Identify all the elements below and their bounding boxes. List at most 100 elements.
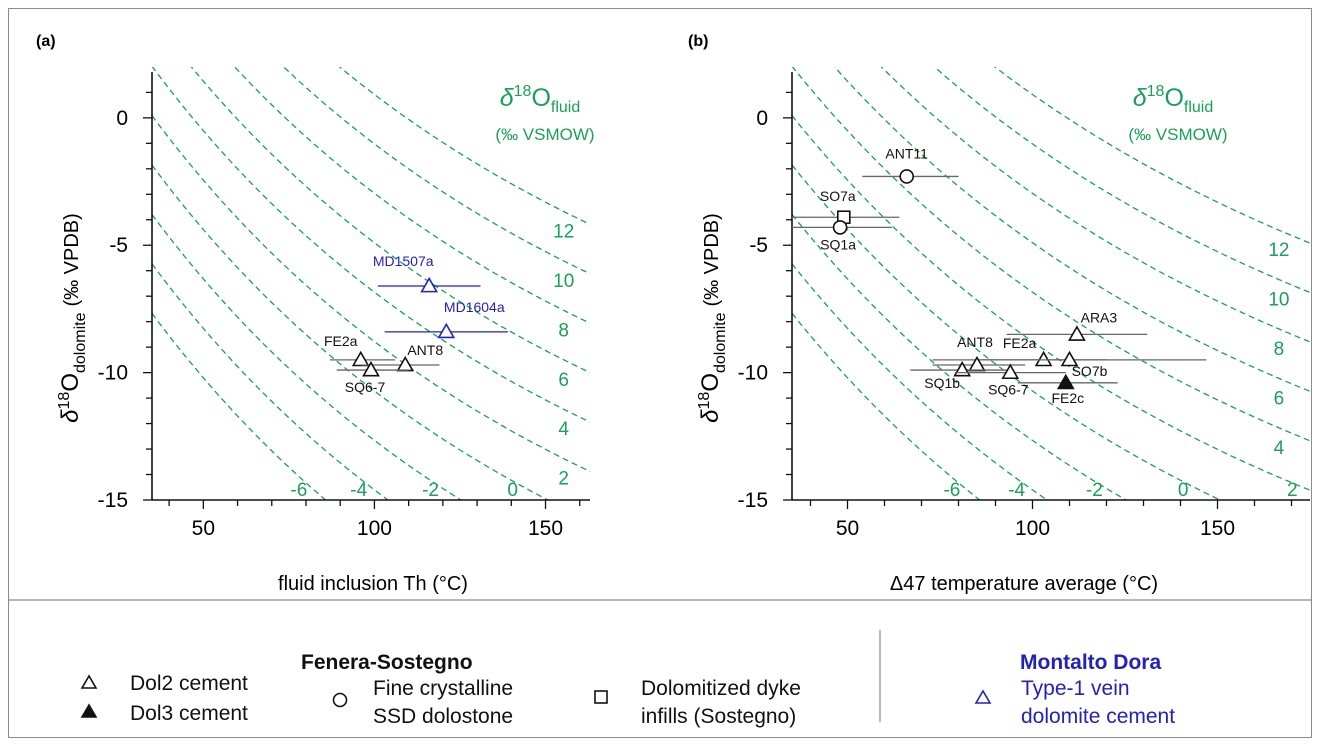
isoline	[833, 67, 1310, 392]
isoline-label: -6	[290, 480, 307, 501]
isoline	[792, 115, 1310, 491]
data-label: SQ1a	[820, 236, 856, 252]
isoline-label: 4	[1274, 438, 1285, 459]
panel-label: (a)	[36, 33, 56, 50]
x-axis-label: fluid inclusion Th (°C)	[278, 573, 468, 595]
isoline	[190, 67, 590, 374]
isoline-unit: (‰ VSMOW)	[1128, 125, 1227, 144]
y-tick-label: 0	[116, 107, 128, 130]
legend-open-triangle-icon	[80, 674, 98, 689]
panel-a: (a) -6 -4 -2 0 2 4 6 8 10 12 50 100 150 0 -5 -10 -15 FE…	[36, 33, 595, 595]
data-label: ANT8	[957, 334, 993, 350]
panel-label: (b)	[688, 33, 708, 50]
legend-blue-triangle-icon	[974, 689, 992, 704]
data-point	[1001, 363, 1020, 380]
isoline-title: δ18Ofluid	[1133, 83, 1214, 116]
isoline-label: 0	[507, 480, 518, 501]
x-tick-label: 150	[1200, 517, 1235, 540]
data-label: SO7a	[820, 188, 856, 204]
data-label: FE2a	[1003, 335, 1037, 351]
y-tick-label: -15	[98, 489, 128, 512]
y-tick-label: -10	[738, 362, 768, 385]
x-tick-label: 50	[192, 517, 215, 540]
x-axis-label: Δ47 temperature average (°C)	[890, 573, 1158, 595]
isoline	[933, 67, 1310, 294]
isoline-label: 12	[553, 222, 574, 243]
legend-label: Type-1 vein	[1021, 677, 1130, 700]
data-point	[832, 220, 848, 235]
isoline-label: 4	[558, 419, 569, 440]
data-point	[351, 350, 370, 367]
data-point	[396, 355, 415, 372]
data-point	[362, 360, 380, 377]
isoline-unit: (‰ VSMOW)	[495, 125, 594, 144]
isoline-label: 8	[558, 320, 569, 341]
isoline-label: 2	[1287, 480, 1298, 501]
data-marks: FE2a ANT8 SQ6-7 MD1507a MD1604a	[324, 253, 508, 395]
x-tick-label: 150	[528, 517, 563, 540]
x-tick-label: 50	[836, 517, 859, 540]
isoline	[792, 67, 1310, 442]
isoline-label: 0	[1178, 480, 1189, 501]
legend-label: Dol3 cement	[130, 702, 248, 725]
figure-frame	[8, 8, 1312, 738]
data-marks: ANT11 SO7a SQ1a ARA3 FE2a SO7b ANT8 SQ1b SQ6-7 FE…	[792, 145, 1207, 406]
data-label: SQ6-7	[345, 379, 386, 395]
isoline-label: -2	[422, 480, 439, 501]
x-tick-label: 100	[1015, 517, 1050, 540]
isoline	[152, 312, 327, 500]
legend-open-circle-icon	[332, 692, 348, 708]
data-label: ANT11	[885, 145, 928, 161]
legend-symbols	[80, 674, 992, 718]
isoline-label: 6	[1274, 388, 1285, 409]
legend-title-montalto: Montalto Dora	[1020, 651, 1162, 674]
isoline	[152, 67, 590, 423]
isoline	[233, 67, 590, 324]
y-tick-label: -15	[738, 489, 768, 512]
isolines: -6 -4 -2 0 24 6 8 10 12	[792, 67, 1310, 501]
data-label: SQ1b	[924, 375, 960, 391]
y-axis-label: δ18Odolomite(‰ VPDB)	[696, 213, 729, 423]
isoline-label: -4	[1008, 480, 1025, 501]
isoline-label: -6	[943, 480, 960, 501]
y-tick-label: -5	[109, 234, 128, 257]
legend-label: SSD dolostone	[373, 705, 514, 728]
data-label: ARA3	[1081, 309, 1118, 325]
legend-label: infills (Sostegno)	[641, 705, 797, 728]
isoline-label: 12	[1268, 240, 1289, 261]
data-label: SQ6-7	[988, 382, 1029, 398]
y-tick-label: -10	[98, 362, 128, 385]
isoline	[282, 67, 590, 275]
isoline-label: 6	[558, 370, 569, 391]
isoline-label: -4	[350, 480, 367, 501]
panel-b: (b) -6 -4 -2 0 24 6 8 10 12 50 100 150 0 -5 -10 -15 AN…	[688, 33, 1310, 595]
isoline-label: 10	[553, 271, 574, 292]
data-point	[420, 276, 439, 293]
isoline	[338, 67, 590, 225]
data-point	[1068, 325, 1086, 341]
data-point	[1056, 373, 1075, 390]
legend-label: Dolomitized dyke	[641, 677, 801, 700]
y-axis-label: δ18Odolomite(‰ VPDB)	[56, 213, 89, 423]
isoline	[152, 115, 590, 473]
isoline-label: 10	[1268, 290, 1289, 311]
isoline-label: 8	[1274, 339, 1285, 360]
data-point	[1034, 350, 1053, 367]
data-label: SO7b	[1072, 363, 1108, 379]
isoline-label: -2	[1086, 480, 1103, 501]
legend-label: dolomite cement	[1021, 705, 1176, 728]
y-tick-label: 0	[756, 107, 768, 130]
legend-open-square-icon	[594, 690, 608, 704]
isoline-label: 2	[558, 469, 569, 490]
legend-label: Fine crystalline	[373, 677, 514, 700]
data-point	[1060, 350, 1079, 367]
data-label: MD1507a	[373, 253, 434, 269]
isoline	[152, 214, 463, 500]
data-label: FE2c	[1051, 390, 1084, 406]
data-point	[899, 169, 915, 184]
isoline	[792, 214, 1128, 500]
isoline-title: δ18Ofluid	[500, 83, 581, 116]
